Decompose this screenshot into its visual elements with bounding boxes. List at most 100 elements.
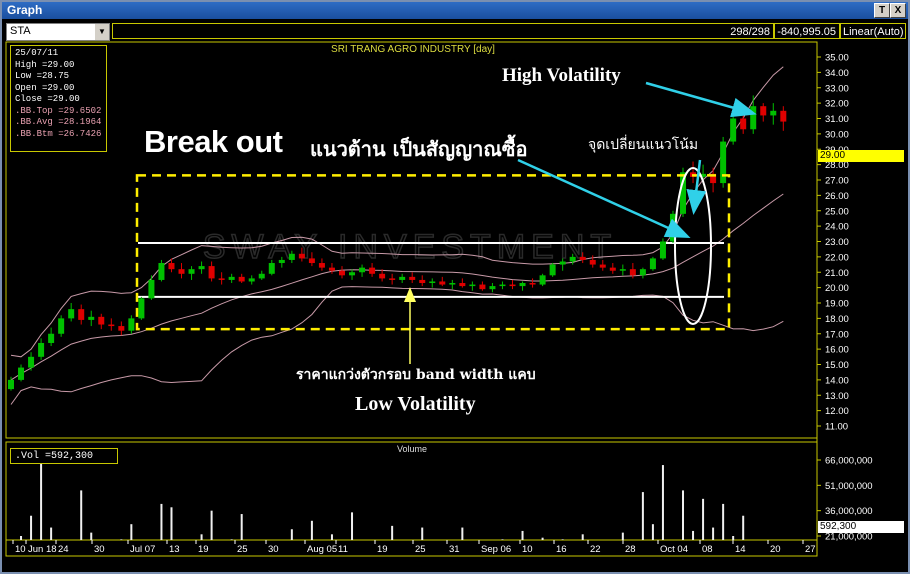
high-volatility-arrow	[645, 81, 757, 118]
x-tick-label: 28	[625, 544, 636, 555]
x-tick-label: 08	[702, 544, 713, 555]
candle-body	[369, 267, 376, 274]
volume-bar	[210, 510, 213, 540]
candle	[318, 258, 325, 271]
candle	[549, 263, 556, 277]
symbol-value: STA	[10, 25, 31, 37]
volume-info-box: .Vol =592,300	[10, 448, 118, 464]
candle-body	[609, 267, 616, 271]
volume-bar	[230, 539, 233, 540]
volume-bar	[240, 514, 243, 540]
candle	[238, 273, 245, 284]
candle	[730, 110, 737, 145]
volume-bar	[130, 524, 133, 540]
candle-body	[509, 284, 516, 287]
last-price-label: 29.00	[818, 150, 904, 162]
candle-body	[760, 106, 767, 116]
candle-body	[228, 276, 235, 280]
last-volume-label: 592,300	[818, 521, 904, 533]
info-high: High =29.00	[15, 59, 75, 70]
candle	[740, 113, 747, 134]
x-tick-label: 25	[237, 544, 248, 555]
watermark: SWAY INVESTMENT	[203, 228, 617, 266]
candle	[278, 256, 285, 268]
candle	[208, 261, 215, 282]
candle-body	[98, 316, 105, 325]
candle-body	[659, 241, 666, 259]
symbol-select[interactable]: STA ▼	[6, 23, 110, 41]
candle-body	[780, 110, 787, 122]
text-button[interactable]: T	[874, 3, 890, 18]
candle-body	[619, 269, 626, 271]
candle	[198, 261, 205, 274]
candle	[389, 273, 396, 285]
y-tick-label: 28.00	[825, 160, 849, 171]
candle-body	[88, 316, 95, 320]
x-tick-label: 30	[268, 544, 279, 555]
volume-tick-label: 21,000,000	[825, 532, 873, 543]
chevron-down-icon[interactable]: ▼	[95, 24, 109, 40]
x-tick-label: 22	[590, 544, 601, 555]
candle-body	[258, 273, 265, 279]
candle-body	[700, 173, 707, 177]
candle-body	[750, 106, 757, 130]
candle-body	[559, 261, 566, 265]
close-button[interactable]: X	[890, 3, 906, 18]
volume-bar	[501, 539, 504, 540]
y-tick-label: 24.00	[825, 222, 849, 233]
candle-body	[118, 326, 125, 331]
candle	[68, 303, 75, 322]
candle	[78, 304, 85, 325]
y-tick-label: 15.00	[825, 360, 849, 371]
candle	[569, 253, 576, 265]
volume-bar	[742, 515, 745, 540]
volume-bar	[561, 539, 564, 540]
candle	[28, 352, 35, 371]
candle	[48, 327, 55, 347]
bars-count: 298/298	[112, 23, 774, 39]
scale-mode[interactable]: Linear(Auto)	[840, 23, 906, 39]
candle	[288, 250, 295, 264]
candle-body	[58, 318, 65, 334]
volume-bar	[30, 515, 33, 540]
y-tick-label: 16.00	[825, 345, 849, 356]
candle	[539, 273, 546, 287]
candle	[710, 167, 717, 193]
consolidation-box	[135, 174, 731, 331]
candle	[8, 376, 14, 391]
candle	[589, 255, 596, 268]
candle	[519, 281, 526, 291]
info-bb-top: .BB.Top =29.6502	[15, 105, 102, 116]
candle-body	[8, 379, 14, 390]
candle-body	[389, 278, 396, 280]
narrow-band-label: ราคาแกว่งตัวกรอบ band width แคบ	[296, 367, 536, 383]
x-tick-label: 27	[805, 544, 816, 555]
candle	[178, 263, 185, 279]
y-tick-label: 23.00	[825, 237, 849, 248]
y-tick-label: 19.00	[825, 299, 849, 310]
candle-body	[48, 333, 55, 343]
candle-body	[740, 118, 747, 130]
trend-turn-label: จุดเปลี่ยนแนวโน้ม	[588, 137, 699, 153]
candle-body	[680, 172, 687, 214]
candle	[649, 256, 656, 271]
candle-body	[248, 278, 255, 282]
volume-bar	[90, 532, 93, 540]
candle	[619, 264, 626, 276]
y-tick-label: 25.00	[825, 206, 849, 217]
candle-body	[18, 367, 25, 380]
candle	[268, 259, 275, 276]
breakout-arrow	[517, 158, 691, 239]
candle	[659, 238, 666, 260]
candle	[18, 364, 25, 382]
candle-body	[188, 269, 195, 274]
x-tick-label: 30	[94, 544, 105, 555]
candle	[629, 263, 636, 279]
x-tick-label: Aug 05	[307, 544, 337, 555]
candle-body	[549, 264, 556, 276]
candle	[188, 266, 195, 280]
y-tick-label: 30.00	[825, 129, 849, 140]
y-tick-label: 31.00	[825, 114, 849, 125]
candle	[479, 281, 486, 291]
